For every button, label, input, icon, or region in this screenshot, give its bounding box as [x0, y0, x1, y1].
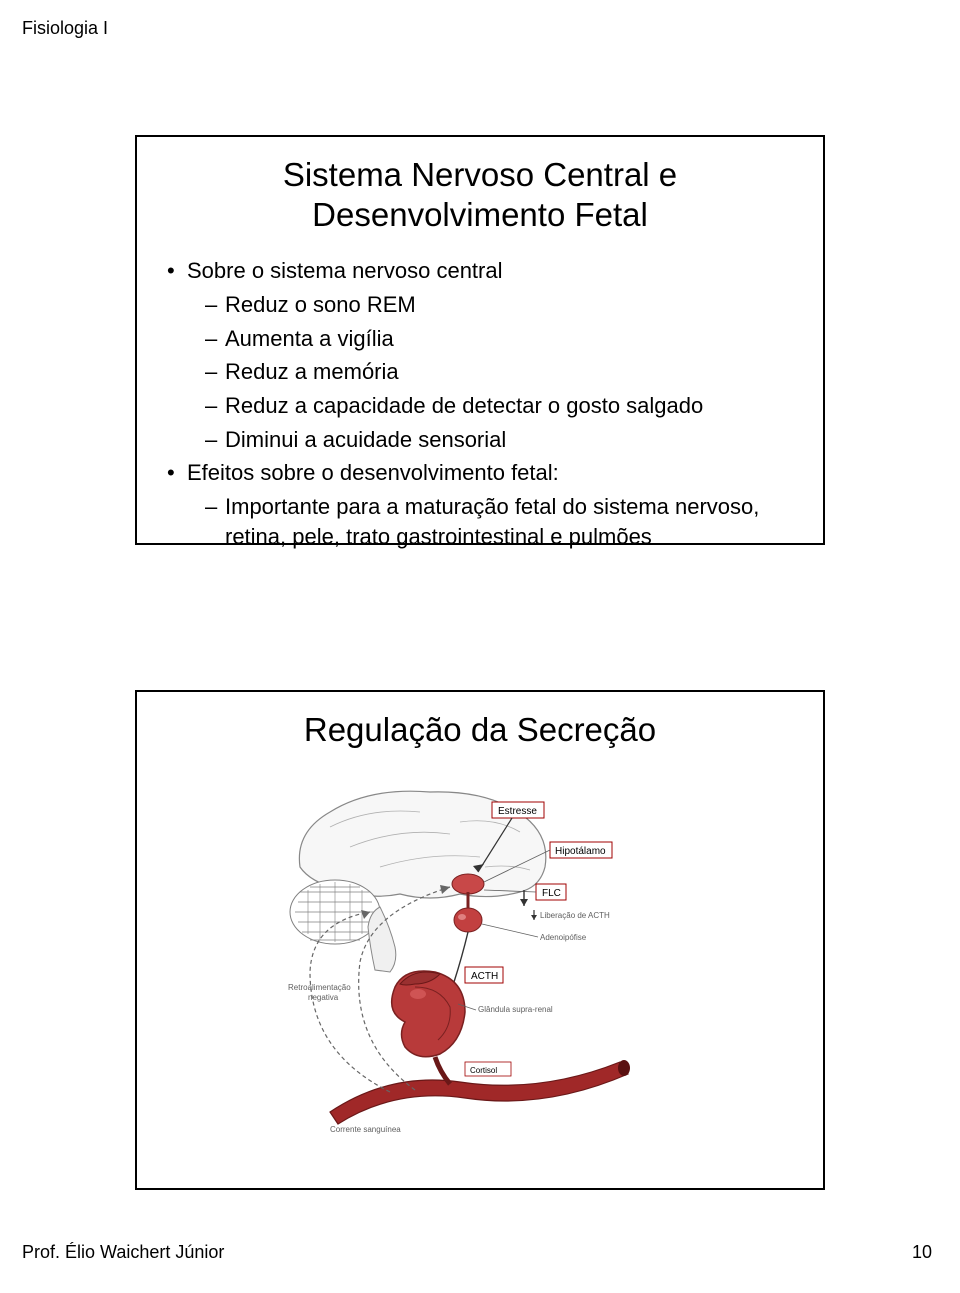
hipotalamo-label: Hipotálamo: [555, 846, 606, 857]
flc-label: FLC: [542, 888, 561, 899]
pituitary-highlight: [458, 914, 466, 920]
slide-1-title: Sistema Nervoso Central e Desenvolviment…: [167, 155, 793, 234]
brainstem: [368, 907, 396, 972]
hpa-axis-diagram: Estresse Hipotálamo FLC Liberação de ACT…: [240, 772, 720, 1142]
corrente-label: Corrente sanguínea: [330, 1125, 401, 1134]
sub-vigilia: Aumenta a vigília: [167, 324, 793, 354]
slide-1: Sistema Nervoso Central e Desenvolviment…: [135, 135, 825, 545]
sub-memoria: Reduz a memória: [167, 357, 793, 387]
cortisol-label: Cortisol: [470, 1066, 497, 1075]
glandula-label: Glândula supra-renal: [478, 1005, 553, 1014]
adenoipofise-leader: [482, 924, 538, 937]
sub-acuidade: Diminui a acuidade sensorial: [167, 425, 793, 455]
adrenal-gland: [392, 971, 465, 1057]
hypothalamus: [452, 874, 484, 894]
slide-1-list: Sobre o sistema nervoso central Reduz o …: [167, 256, 793, 551]
estresse-label: Estresse: [498, 806, 537, 817]
retro-label-1: Retroalimentação: [288, 983, 351, 992]
slide-2: Regulação da Secreção Estresse: [135, 690, 825, 1190]
liberacao-acth-label: Liberação de ACTH: [540, 911, 610, 920]
sub-maturacao: Importante para a maturação fetal do sis…: [167, 492, 793, 551]
course-header: Fisiologia I: [22, 18, 108, 39]
adenoipofise-label: Adenoipófise: [540, 933, 587, 942]
bullet-fetal: Efeitos sobre o desenvolvimento fetal:: [167, 458, 793, 488]
bullet-sns: Sobre o sistema nervoso central: [167, 256, 793, 286]
diagram-container: Estresse Hipotálamo FLC Liberação de ACT…: [167, 772, 793, 1142]
slide-1-title-line2: Desenvolvimento Fetal: [312, 196, 648, 233]
footer-page-number: 10: [912, 1242, 932, 1263]
liberacao-arrow-head: [531, 915, 537, 920]
pituitary: [454, 908, 482, 932]
slide-2-title: Regulação da Secreção: [167, 710, 793, 750]
sub-rem: Reduz o sono REM: [167, 290, 793, 320]
slide-1-title-line1: Sistema Nervoso Central e: [283, 156, 677, 193]
footer-professor: Prof. Élio Waichert Júnior: [22, 1242, 224, 1263]
acth-label: ACTH: [471, 971, 498, 982]
flc-down-arrow-head: [520, 899, 528, 906]
sub-gosto: Reduz a capacidade de detectar o gosto s…: [167, 391, 793, 421]
